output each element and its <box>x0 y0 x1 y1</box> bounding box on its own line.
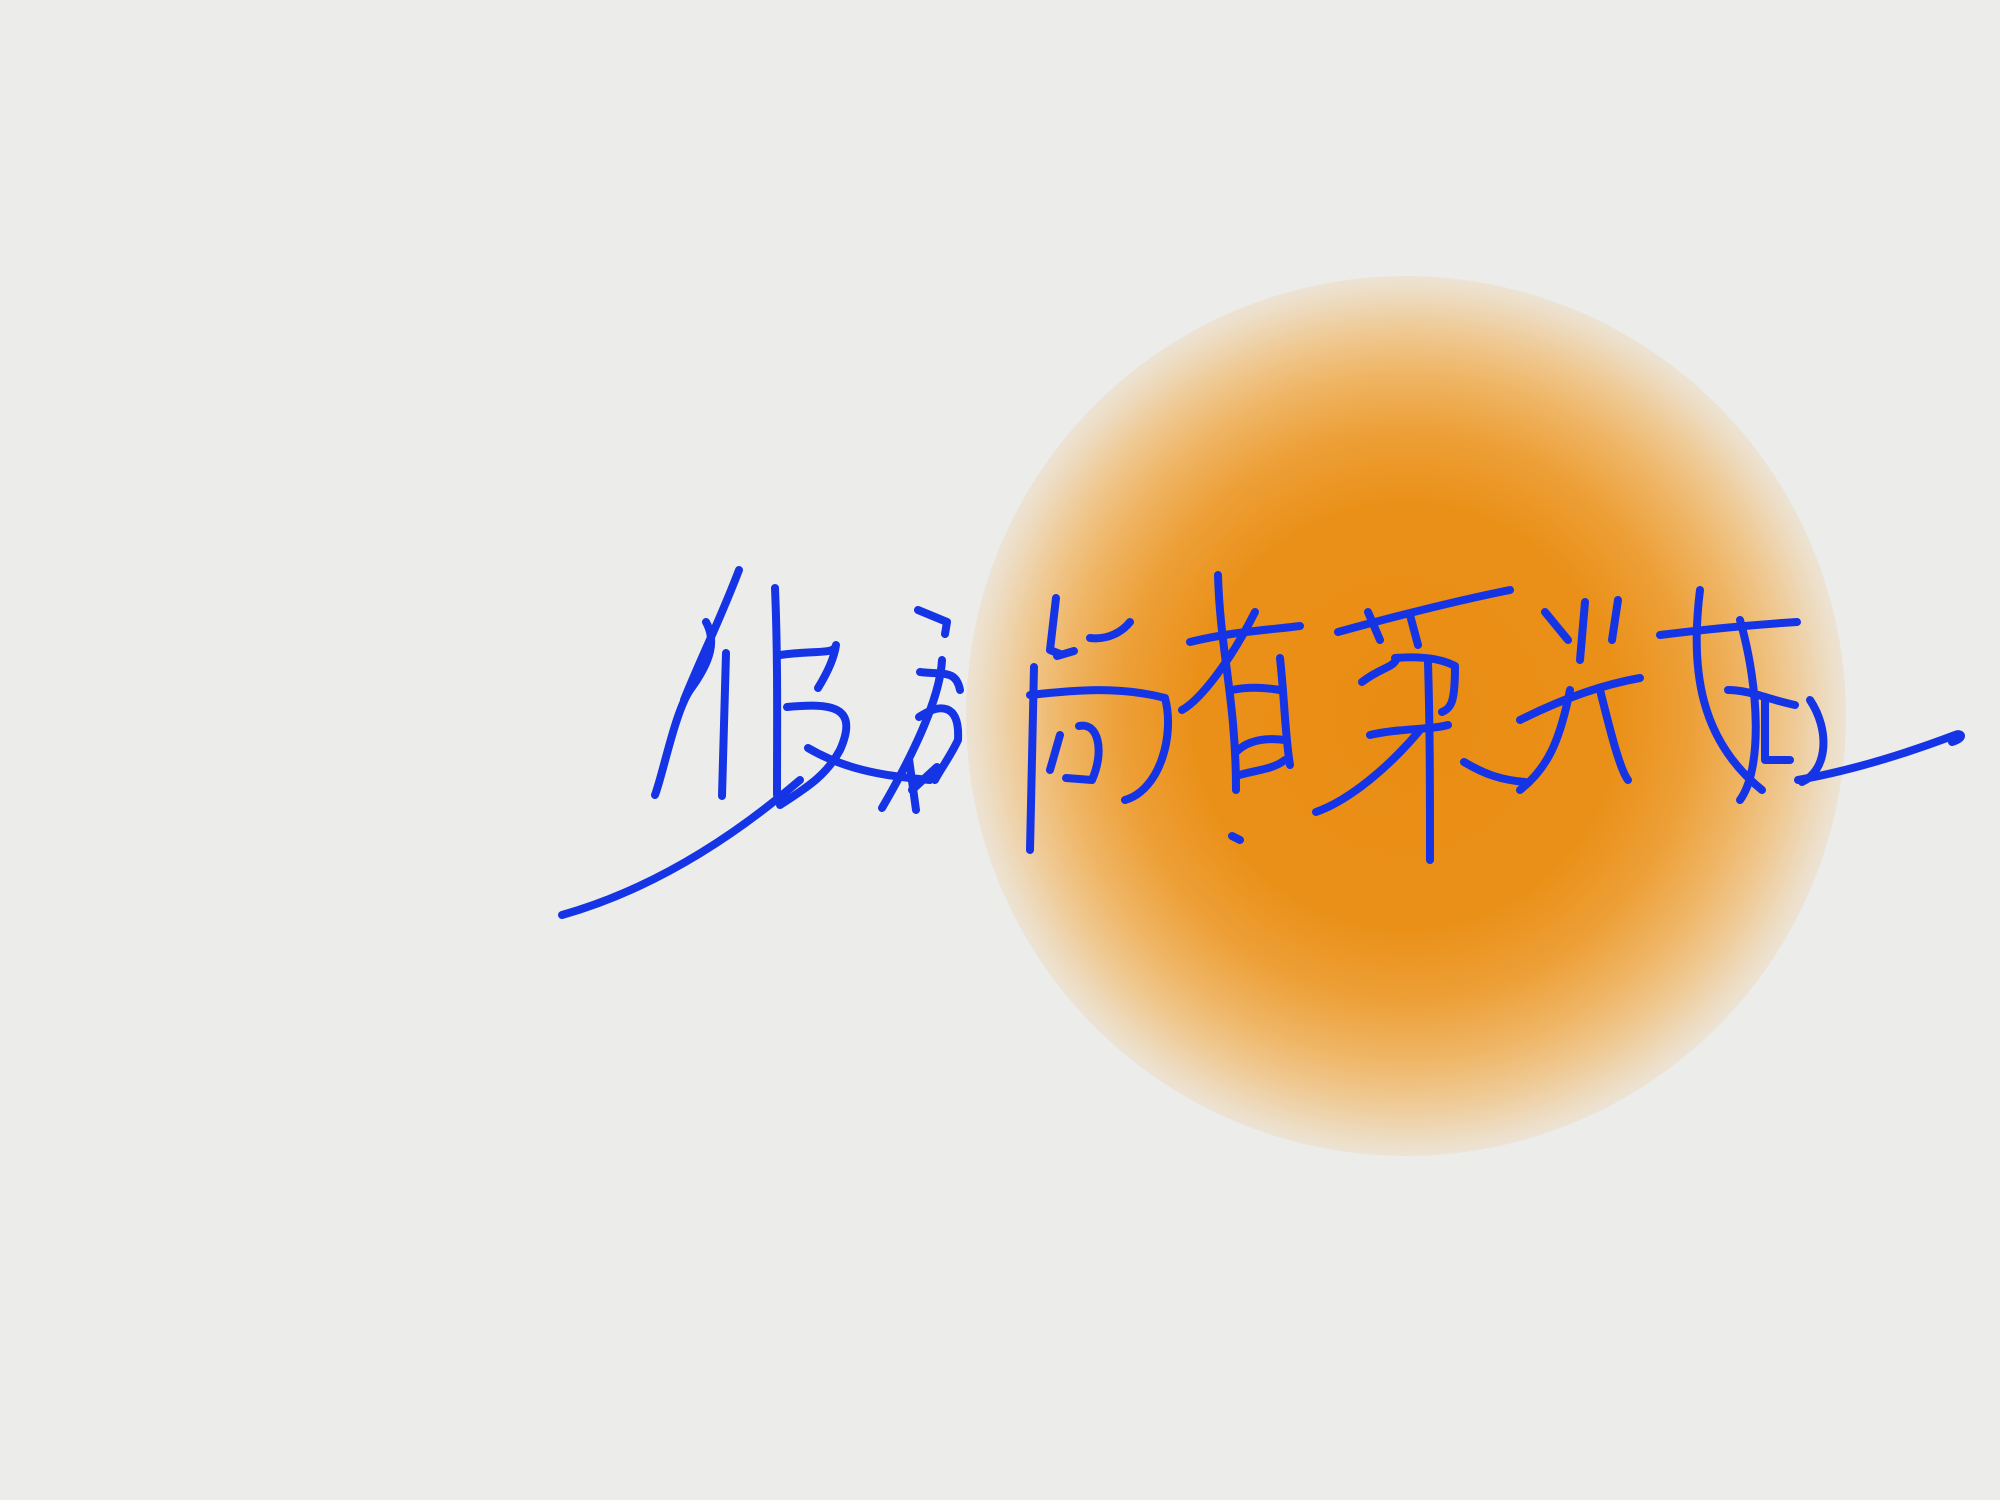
char-zai <box>1656 586 1828 804</box>
char-fang <box>878 606 964 812</box>
char-bi <box>651 566 941 814</box>
sweep-stroke-right <box>1794 730 1965 784</box>
char-shang <box>1026 594 1172 854</box>
orange-sun-glow <box>966 276 1846 1156</box>
char-guang <box>1516 596 1644 794</box>
sweep-stroke-left <box>558 776 804 919</box>
char-you <box>1178 571 1304 844</box>
char-rong <box>1312 586 1529 864</box>
